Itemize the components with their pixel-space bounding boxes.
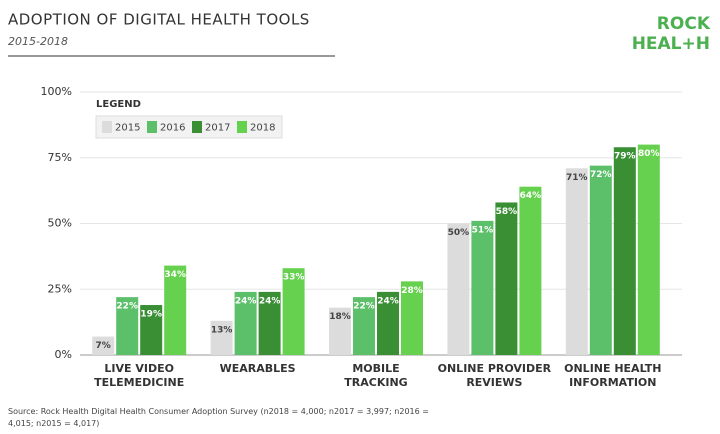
legend-label: 2015 [115, 123, 140, 134]
value-label: 19% [140, 310, 162, 320]
bar [637, 144, 660, 355]
bar [471, 220, 494, 355]
bar [329, 307, 351, 355]
legend-swatch [192, 121, 202, 133]
legend-swatch [102, 121, 112, 133]
legend-label: 2016 [160, 123, 185, 134]
bar [210, 320, 233, 355]
bar [377, 291, 399, 355]
chart-title: ADOPTION OF DIGITAL HEALTH TOOLS [8, 11, 310, 29]
logo: HEAL+H [632, 34, 710, 54]
value-label: 80% [638, 149, 660, 159]
y-tick-label: 50% [48, 217, 72, 230]
bar [589, 165, 612, 355]
value-label: 7% [96, 341, 111, 351]
value-label: 79% [614, 152, 636, 162]
x-tick-label: ONLINE PROVIDER [438, 362, 552, 375]
value-label: 24% [377, 296, 399, 306]
x-tick-label: INFORMATION [569, 376, 656, 389]
bar [353, 297, 375, 355]
value-label: 22% [116, 302, 138, 312]
x-tick-label: MOBILE [352, 362, 399, 375]
y-tick-label: 0% [55, 348, 72, 361]
bar [613, 147, 636, 355]
value-label: 13% [211, 325, 233, 335]
value-label: 72% [590, 170, 612, 180]
chart: ADOPTION OF DIGITAL HEALTH TOOLS 2015-20… [8, 11, 711, 389]
bar [495, 202, 518, 355]
x-tick-label: REVIEWS [466, 376, 522, 389]
x-tick-label: LIVE VIDEO [104, 362, 174, 375]
value-label: 50% [448, 228, 470, 238]
value-label: 71% [566, 173, 588, 183]
value-label: 33% [283, 273, 305, 283]
bar [116, 297, 139, 355]
bar [565, 168, 588, 355]
bar [234, 291, 257, 355]
x-tick-label: WEARABLES [220, 362, 296, 375]
value-label: 34% [164, 270, 186, 280]
bar [447, 223, 470, 355]
value-label: 18% [329, 312, 351, 322]
chart-subtitle: 2015-2018 [8, 35, 68, 48]
bar [401, 281, 423, 355]
bar [258, 291, 281, 355]
value-label: 58% [496, 207, 518, 217]
y-tick-label: 25% [48, 282, 72, 295]
legend-title: LEGEND [96, 99, 141, 110]
bar [164, 265, 187, 355]
bar [140, 305, 163, 355]
value-label: 22% [353, 302, 375, 312]
source-note: Source: Rock Health Digital Health Consu… [8, 407, 429, 428]
y-tick-label: 100% [41, 85, 72, 98]
logo: ROCK [657, 14, 711, 34]
legend-label: 2018 [250, 123, 275, 134]
legend-swatch [237, 121, 247, 133]
bar [282, 268, 305, 355]
value-label: 64% [520, 191, 542, 201]
value-label: 51% [472, 225, 494, 235]
value-label: 24% [235, 296, 257, 306]
bar [92, 336, 115, 355]
x-tick-label: ONLINE HEALTH [564, 362, 661, 375]
x-tick-label: TRACKING [344, 376, 407, 389]
y-tick-label: 75% [48, 151, 72, 164]
legend-label: 2017 [205, 123, 230, 134]
x-tick-label: TELEMEDICINE [94, 376, 184, 389]
value-label: 28% [401, 286, 423, 296]
bar [519, 186, 542, 355]
legend-box [95, 115, 283, 139]
value-label: 24% [259, 296, 281, 306]
legend-swatch [147, 121, 157, 133]
